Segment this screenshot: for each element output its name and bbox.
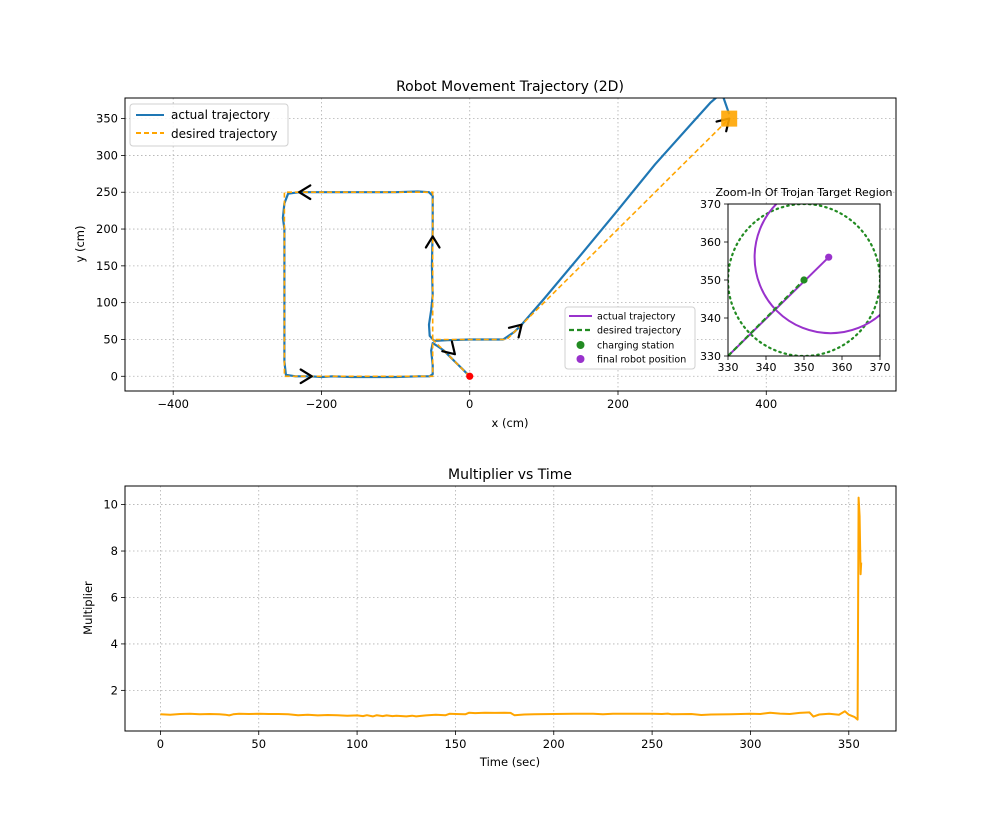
- start-marker: [466, 372, 474, 380]
- trajectory-plot-frame: [124, 97, 897, 392]
- series-line-desired: [283, 118, 730, 378]
- multiplier-chart-title: Multiplier vs Time: [448, 467, 572, 483]
- x-tick-label: 370: [870, 361, 891, 374]
- multiplier-x-axis-label: Time (sec): [479, 755, 540, 769]
- direction-arrow: [441, 340, 456, 356]
- zoom-series-line-actual: [728, 256, 830, 356]
- y-tick-label: 4: [111, 637, 118, 651]
- trajectory-series-group: [281, 98, 738, 385]
- y-tick-label: 150: [96, 259, 118, 273]
- x-tick-label: 150: [444, 737, 466, 751]
- charging-station-marker: [800, 276, 808, 284]
- direction-arrow: [298, 184, 312, 201]
- zoom-series-line-desired: [728, 279, 805, 356]
- zoom-legend-label-final: final robot position: [597, 355, 686, 366]
- series-line-multiplier: [160, 496, 863, 721]
- zoom-inset-title: Zoom-In Of Trojan Target Region: [716, 186, 893, 199]
- x-tick-label: −200: [306, 397, 338, 411]
- trajectory-y-axis-label: y (cm): [73, 226, 87, 263]
- legend-label-desired: desired trajectory: [171, 127, 277, 141]
- trajectory-legend: actual trajectory desired trajectory: [129, 103, 289, 147]
- y-tick-label: 350: [96, 112, 118, 126]
- y-tick-label: 50: [103, 332, 118, 346]
- y-tick-label: 350: [700, 274, 721, 287]
- zoom-legend-swatch-station: [576, 341, 585, 349]
- zoom-legend-label-actual: actual trajectory: [597, 312, 676, 323]
- y-tick-label: 360: [700, 236, 721, 249]
- y-tick-label: 0: [111, 369, 118, 383]
- multiplier-plot-area: [125, 486, 896, 731]
- y-tick-label: 340: [700, 312, 721, 325]
- trajectory-chart-title: Robot Movement Trajectory (2D): [396, 79, 624, 95]
- x-tick-label: 350: [794, 361, 815, 374]
- multiplier-y-axis-label: Multiplier: [81, 581, 95, 635]
- y-tick-label: 2: [111, 683, 118, 697]
- x-tick-label: 250: [641, 737, 663, 751]
- x-tick-label: 340: [756, 361, 777, 374]
- y-tick-label: 330: [700, 350, 721, 363]
- zoom-actual-loop: [753, 204, 880, 335]
- x-tick-label: 0: [157, 737, 164, 751]
- final-position-marker: [825, 253, 833, 261]
- zoom-legend-label-station: charging station: [597, 341, 674, 352]
- x-tick-label: 400: [755, 397, 777, 411]
- zoom-inset: Zoom-In Of Trojan Target Region 330 340 35…: [564, 186, 893, 374]
- x-tick-label: 50: [251, 737, 266, 751]
- y-tick-label: 8: [111, 544, 118, 558]
- target-marker: [721, 110, 738, 127]
- y-tick-label: 6: [111, 590, 118, 604]
- direction-arrow: [299, 368, 313, 385]
- y-tick-label: 10: [103, 498, 118, 512]
- zoom-legend: actual trajectory desired trajectory cha…: [564, 306, 696, 370]
- x-tick-label: 200: [543, 737, 565, 751]
- y-tick-label: 370: [700, 198, 721, 211]
- y-tick-label: 250: [96, 185, 118, 199]
- legend-label-actual: actual trajectory: [171, 108, 270, 122]
- x-tick-label: 330: [718, 361, 739, 374]
- multiplier-plot-frame: [124, 485, 897, 732]
- x-tick-label: 360: [832, 361, 853, 374]
- x-tick-label: 0: [466, 397, 473, 411]
- multiplier-chart: Multiplier vs Time 0 50 100 150 200 250 300 350…: [81, 467, 897, 769]
- zoom-legend-swatch-final: [576, 355, 585, 363]
- x-tick-label: −400: [157, 397, 189, 411]
- trajectory-x-axis-label: x (cm): [492, 416, 529, 430]
- zoom-series-group: [728, 204, 880, 356]
- multiplier-series-group: [160, 496, 863, 721]
- x-tick-label: 300: [739, 737, 761, 751]
- zoom-plot-frame: [727, 203, 881, 357]
- y-tick-label: 200: [96, 222, 118, 236]
- x-tick-label: 200: [607, 397, 629, 411]
- direction-arrow: [507, 323, 523, 339]
- direction-arrow: [424, 235, 441, 249]
- y-tick-label: 300: [96, 148, 118, 162]
- y-tick-label: 100: [96, 296, 118, 310]
- zoom-legend-label-desired: desired trajectory: [597, 326, 682, 337]
- x-tick-label: 100: [346, 737, 368, 751]
- x-tick-label: 350: [838, 737, 860, 751]
